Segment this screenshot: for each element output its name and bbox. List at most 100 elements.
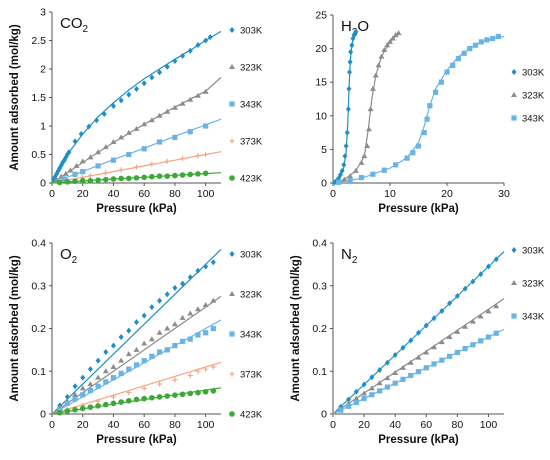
data-point-323K bbox=[102, 368, 109, 374]
data-point-323K bbox=[194, 306, 201, 312]
y-axis-label: Amount adsorbed (mol/kg) bbox=[290, 255, 302, 401]
data-point-343K bbox=[462, 345, 468, 352]
x-tick-label: 20 bbox=[77, 188, 89, 200]
data-point-323K bbox=[358, 159, 365, 165]
data-point-343K bbox=[126, 151, 132, 158]
data-point-303K bbox=[66, 149, 72, 156]
data-point-343K bbox=[455, 56, 461, 62]
data-point-323K bbox=[407, 359, 414, 365]
data-point-303K bbox=[86, 123, 92, 130]
y-axis-label: Amount adsorbed (mol/kg) bbox=[9, 24, 21, 170]
data-point-323K bbox=[485, 308, 492, 314]
data-point-323K bbox=[141, 121, 148, 127]
data-point-323K bbox=[341, 176, 348, 182]
data-point-373K bbox=[179, 155, 186, 162]
data-point-343K bbox=[347, 177, 353, 183]
data-point-323K bbox=[438, 339, 445, 345]
data-point-423K bbox=[87, 177, 94, 184]
x-tick-label: 0 bbox=[330, 188, 336, 200]
data-point-343K bbox=[421, 130, 427, 136]
x-tick-label: 60 bbox=[420, 419, 432, 431]
fit-line-303K bbox=[332, 32, 357, 184]
data-point-323K bbox=[87, 154, 94, 160]
legend-marker-303K bbox=[229, 251, 235, 257]
data-point-423K bbox=[126, 175, 132, 182]
data-point-303K bbox=[149, 74, 155, 81]
data-point-303K bbox=[180, 280, 186, 287]
legend-marker-343K bbox=[229, 331, 235, 337]
data-point-303K bbox=[72, 138, 78, 145]
data-point-343K bbox=[141, 357, 147, 364]
data-point-323K bbox=[395, 30, 402, 36]
data-point-323K bbox=[62, 170, 69, 176]
data-point-303K bbox=[110, 342, 116, 349]
data-point-303K bbox=[134, 319, 139, 326]
data-point-303K bbox=[348, 48, 354, 55]
data-point-343K bbox=[454, 349, 460, 356]
data-point-423K bbox=[172, 392, 178, 398]
legend-marker-303K bbox=[511, 247, 517, 253]
data-point-343K bbox=[133, 362, 140, 368]
data-point-343K bbox=[80, 169, 86, 175]
x-tick-label: 40 bbox=[108, 419, 120, 431]
data-point-323K bbox=[361, 153, 368, 159]
data-point-373K bbox=[103, 170, 109, 176]
legend-label-303K: 303K bbox=[522, 246, 545, 257]
data-point-343K bbox=[369, 392, 375, 398]
x-tick-label: 10 bbox=[384, 188, 396, 200]
data-point-323K bbox=[133, 346, 140, 352]
legend-label-303K: 303K bbox=[240, 26, 263, 37]
data-point-423K bbox=[110, 176, 117, 182]
data-point-343K bbox=[110, 375, 117, 381]
data-point-303K bbox=[377, 366, 383, 373]
data-point-423K bbox=[179, 172, 186, 178]
data-point-423K bbox=[79, 177, 86, 184]
data-point-343K bbox=[485, 334, 492, 340]
data-point-343K bbox=[353, 399, 359, 406]
data-point-323K bbox=[365, 126, 372, 132]
y-tick-label: 0.1 bbox=[31, 366, 46, 378]
data-point-343K bbox=[415, 143, 422, 149]
x-tick-label: 60 bbox=[138, 419, 150, 431]
data-point-423K bbox=[164, 173, 171, 179]
data-point-323K bbox=[72, 391, 79, 397]
data-point-343K bbox=[361, 396, 367, 402]
data-point-303K bbox=[157, 297, 163, 304]
data-point-323K bbox=[375, 62, 382, 68]
data-point-423K bbox=[172, 172, 178, 179]
data-point-323K bbox=[67, 167, 74, 173]
data-point-303K bbox=[207, 34, 213, 41]
data-point-343K bbox=[141, 146, 147, 152]
data-point-323K bbox=[202, 88, 209, 94]
x-tick-label: 20 bbox=[358, 419, 370, 431]
data-point-303K bbox=[470, 278, 476, 285]
data-point-323K bbox=[118, 357, 125, 363]
data-point-303K bbox=[72, 383, 78, 390]
data-point-343K bbox=[156, 349, 163, 355]
data-point-303K bbox=[64, 393, 70, 400]
chart-title-main: N bbox=[341, 246, 352, 263]
data-point-373K bbox=[133, 164, 140, 170]
data-point-323K bbox=[79, 385, 86, 391]
y-tick-label: 5 bbox=[321, 144, 327, 156]
data-point-343K bbox=[179, 338, 186, 344]
chart-panel-3: 0 0.1 0.2 0.3 0.4 0 20 40 60 80 100 Pressure (kPa) A… bbox=[9, 238, 263, 447]
data-point-303K bbox=[95, 357, 101, 364]
data-point-423K bbox=[64, 179, 71, 185]
legend-label-343K: 343K bbox=[522, 114, 545, 125]
data-point-343K bbox=[72, 171, 78, 178]
y-tick-label: 10 bbox=[315, 110, 327, 122]
data-point-323K bbox=[389, 35, 396, 41]
data-point-303K bbox=[423, 322, 429, 329]
data-point-323K bbox=[125, 351, 132, 357]
data-point-343K bbox=[439, 357, 445, 363]
data-point-423K bbox=[210, 388, 217, 394]
data-point-323K bbox=[364, 143, 371, 149]
data-point-303K bbox=[110, 103, 116, 110]
x-axis-label: Pressure (kPa) bbox=[96, 434, 177, 446]
data-point-303K bbox=[384, 359, 390, 366]
data-point-343K bbox=[478, 338, 484, 344]
data-point-303K bbox=[149, 304, 155, 311]
